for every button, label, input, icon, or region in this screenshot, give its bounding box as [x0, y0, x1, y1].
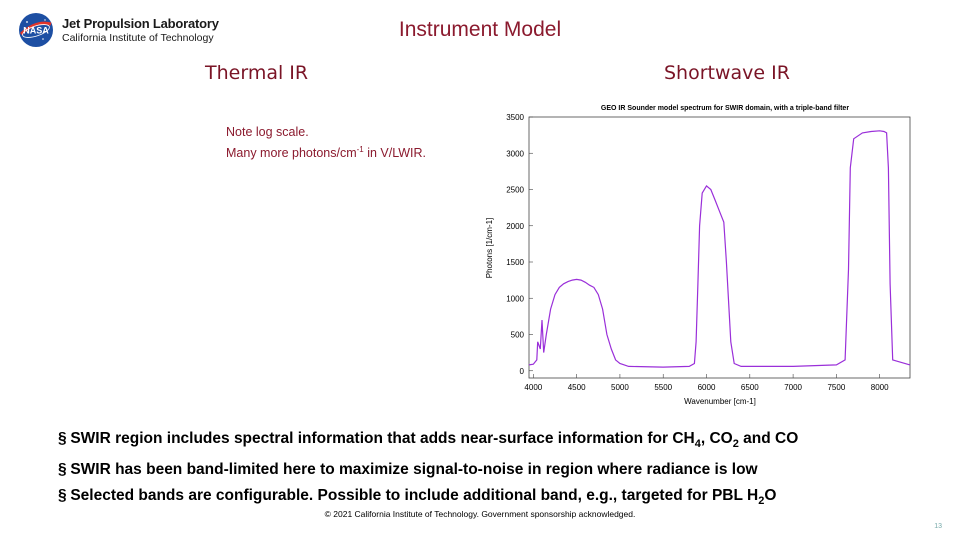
- plot-frame: [528, 116, 911, 379]
- bullet-marker: §: [58, 461, 67, 479]
- x-tick-label: 5000: [611, 383, 629, 392]
- y-tick-label: 1000: [506, 294, 524, 303]
- x-tick-label: 6000: [698, 383, 716, 392]
- x-tick-label: 8000: [871, 383, 889, 392]
- x-axis-ticks: 4000 4500 5000 5500 6000 6500 7000 7500 8000: [524, 374, 889, 392]
- bullet-list: § SWIR region includes spectral informat…: [58, 426, 798, 514]
- x-tick-label: 4500: [568, 383, 586, 392]
- section-heading-thermal-ir: Thermal IR: [205, 62, 309, 84]
- y-tick-label: 0: [520, 367, 525, 376]
- x-tick-label: 4000: [524, 383, 542, 392]
- slide-title: Instrument Model: [398, 18, 562, 41]
- y-tick-label: 1500: [506, 258, 524, 267]
- note-line-2-text: Many more photons/cm: [226, 146, 357, 161]
- bullet-text: and CO: [738, 430, 799, 447]
- x-axis-label: Wavenumber [cm-1]: [684, 397, 756, 406]
- section-heading-shortwave-ir: Shortwave IR: [664, 62, 790, 84]
- bullet-text: SWIR region includes spectral informatio…: [70, 430, 695, 447]
- note-line-1: Note log scale.: [226, 125, 309, 139]
- subscript: 2: [758, 495, 765, 508]
- bullet-text: , CO: [700, 430, 733, 447]
- y-tick-label: 3500: [506, 113, 524, 122]
- y-axis-label: Photons [1/cm-1]: [485, 218, 494, 278]
- y-tick-label: 500: [511, 331, 525, 340]
- bullet-item: § SWIR region includes spectral informat…: [58, 426, 798, 457]
- copyright-footer: © 2021 California Institute of Technolog…: [324, 509, 636, 519]
- org-name: Jet Propulsion Laboratory: [62, 16, 219, 31]
- nasa-logo-text: NASA: [23, 26, 49, 36]
- bullet-text: O: [764, 487, 777, 505]
- bullet-text: Selected bands are configurable. Possibl…: [70, 487, 759, 505]
- nasa-meatball-icon: NASA: [19, 13, 53, 47]
- bullet-item: § Selected bands are configurable. Possi…: [58, 483, 798, 514]
- subscript: 4: [694, 438, 701, 451]
- y-tick-label: 2500: [506, 186, 524, 195]
- y-axis-ticks: 0 500 1000 1500 2000 2500 3000 3500: [506, 113, 533, 376]
- chart-title: GEO IR Sounder model spectrum for SWIR d…: [601, 105, 849, 112]
- x-tick-label: 5500: [654, 383, 672, 392]
- y-tick-label: 2000: [506, 222, 524, 231]
- subscript: 2: [732, 438, 739, 451]
- y-tick-label: 3000: [506, 149, 524, 158]
- x-tick-label: 7000: [784, 383, 802, 392]
- bullet-item: § SWIR has been band-limited here to max…: [58, 457, 798, 483]
- note-line-2-tail: in V/LWIR.: [363, 146, 427, 161]
- swir-spectrum-chart: GEO IR Sounder model spectrum for SWIR d…: [485, 105, 911, 406]
- series-line: [528, 130, 911, 368]
- x-tick-label: 6500: [741, 383, 759, 392]
- note-superscript: -1: [356, 145, 364, 154]
- bullet-marker: §: [58, 430, 67, 447]
- org-subtitle: California Institute of Technology: [62, 32, 214, 44]
- x-tick-label: 7500: [827, 383, 845, 392]
- bullet-marker: §: [58, 487, 67, 505]
- bullet-text: SWIR has been band-limited here to maxim…: [70, 461, 758, 479]
- jpl-logo: NASA Jet Propulsion Laboratory Californi…: [18, 12, 219, 48]
- log-scale-note: Note log scale. Many more photons/cm-1 i…: [226, 124, 426, 162]
- note-line-2: Many more photons/cm-1 in V/LWIR.: [226, 141, 426, 162]
- page-number: 13: [934, 523, 942, 530]
